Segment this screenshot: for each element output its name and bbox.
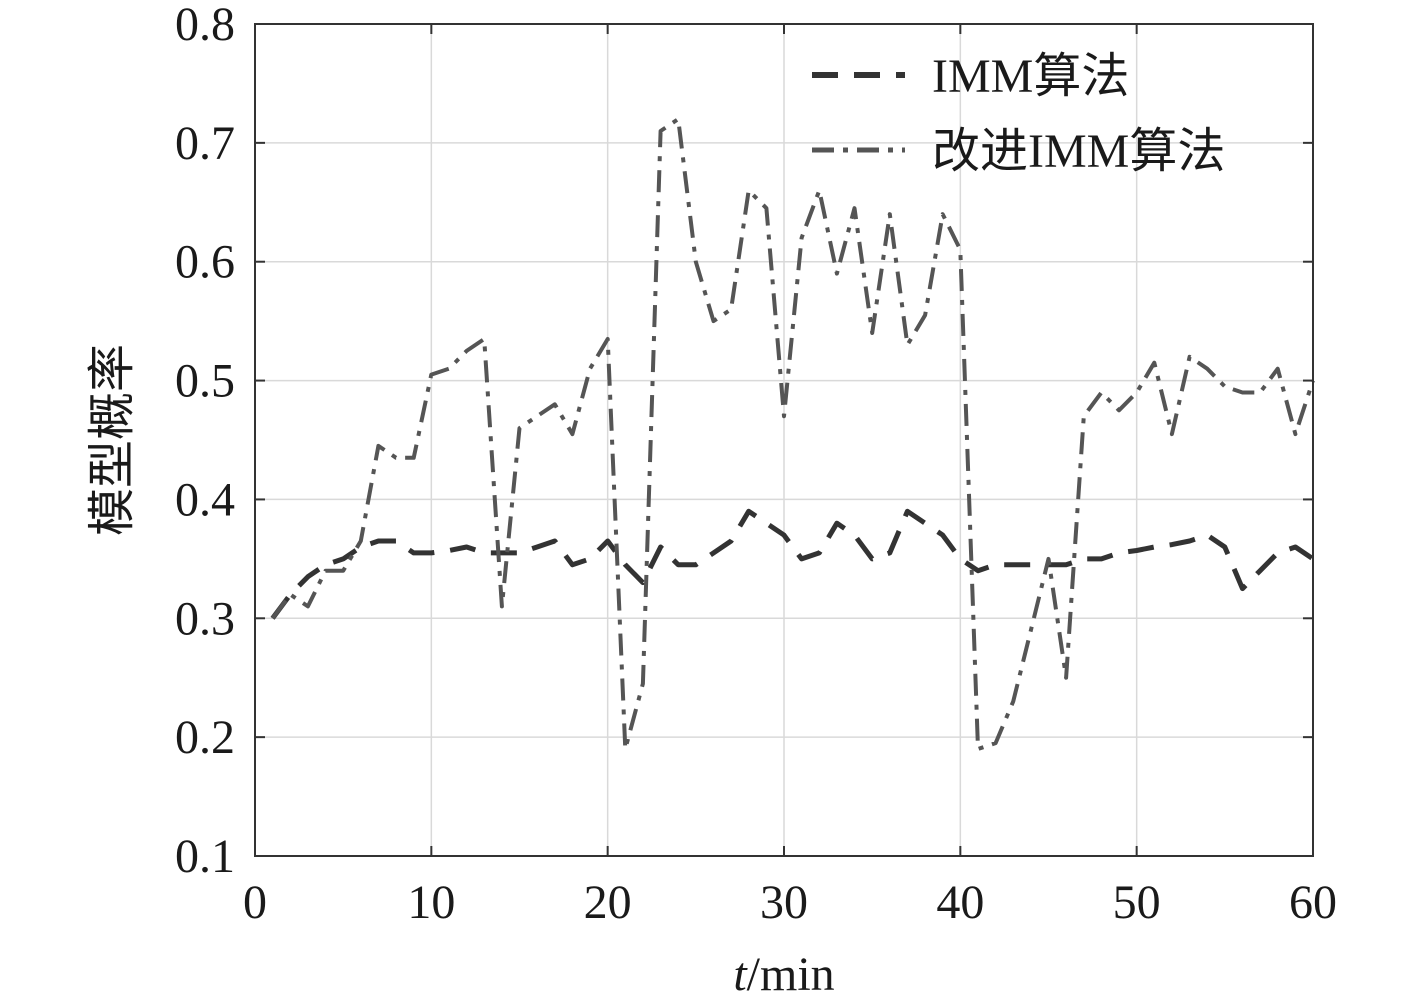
- y-tick-label: 0.1: [175, 830, 235, 883]
- x-tick-label: 10: [407, 876, 455, 929]
- y-tick-label: 0.7: [175, 117, 235, 170]
- series-layer: [270, 117, 1315, 751]
- legend: IMM算法 改进IMM算法: [812, 50, 1225, 178]
- ticks: 0 10 20 30 40 50 60 0.1 0.2 0.3 0.4 0.5 0.6 0.7 0.8: [175, 0, 1337, 929]
- x-axis-label-unit: /min: [747, 948, 835, 998]
- y-tick-label: 0.3: [175, 592, 235, 645]
- legend-label-improved-imm: 改进IMM算法: [932, 125, 1225, 178]
- y-tick-label: 0.8: [175, 0, 235, 51]
- series-line-improved-imm: [270, 117, 1315, 751]
- x-tick-label: 60: [1289, 876, 1337, 929]
- x-tick-label: 0: [243, 876, 267, 929]
- x-axis-label-variable: t: [733, 948, 748, 998]
- x-tick-label: 50: [1113, 876, 1161, 929]
- x-tick-label: 30: [760, 876, 808, 929]
- y-tick-label: 0.4: [175, 473, 235, 526]
- y-tick-label: 0.2: [175, 711, 235, 764]
- x-tick-label: 20: [584, 876, 632, 929]
- series-line-imm: [270, 508, 1315, 620]
- y-tick-label: 0.5: [175, 355, 235, 408]
- x-tick-label: 40: [936, 876, 984, 929]
- y-tick-label: 0.6: [175, 236, 235, 289]
- grid: [255, 24, 1313, 856]
- legend-label-imm: IMM算法: [932, 50, 1129, 103]
- y-axis-label: 模型概率: [86, 344, 139, 536]
- x-axis-label: t/min: [733, 948, 834, 998]
